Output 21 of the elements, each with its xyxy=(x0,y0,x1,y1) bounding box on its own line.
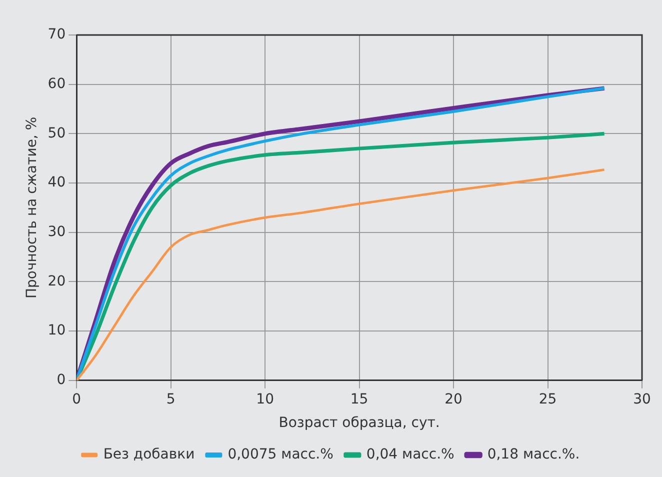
y-tick-label: 0 xyxy=(56,372,66,388)
x-tick-label: 5 xyxy=(166,391,176,408)
x-tick-label: 20 xyxy=(444,391,462,408)
legend-label: 0,18 масс.%. xyxy=(487,446,580,463)
x-axis-title: Возраст образца, сут. xyxy=(278,415,440,432)
y-tick-label: 40 xyxy=(48,174,66,191)
y-axis-title: Прочность на сжатие, % xyxy=(24,116,40,299)
y-tick-label: 50 xyxy=(48,125,66,142)
x-tick-label: 25 xyxy=(538,391,557,408)
x-tick-label: 30 xyxy=(633,391,651,408)
x-tick-label: 0 xyxy=(72,391,82,408)
y-tick-label: 30 xyxy=(48,224,66,240)
x-tick-label: 15 xyxy=(350,391,368,408)
x-tick-label: 10 xyxy=(256,391,274,408)
y-tick-label: 60 xyxy=(48,76,66,92)
y-tick-label: 10 xyxy=(48,322,66,339)
y-tick-label: 70 xyxy=(48,26,66,43)
y-tick-label: 20 xyxy=(48,273,66,290)
legend-label: Без добавки xyxy=(103,446,195,463)
legend-label: 0,0075 масс.% xyxy=(228,446,334,463)
legend-label: 0,04 масс.% xyxy=(366,446,454,463)
